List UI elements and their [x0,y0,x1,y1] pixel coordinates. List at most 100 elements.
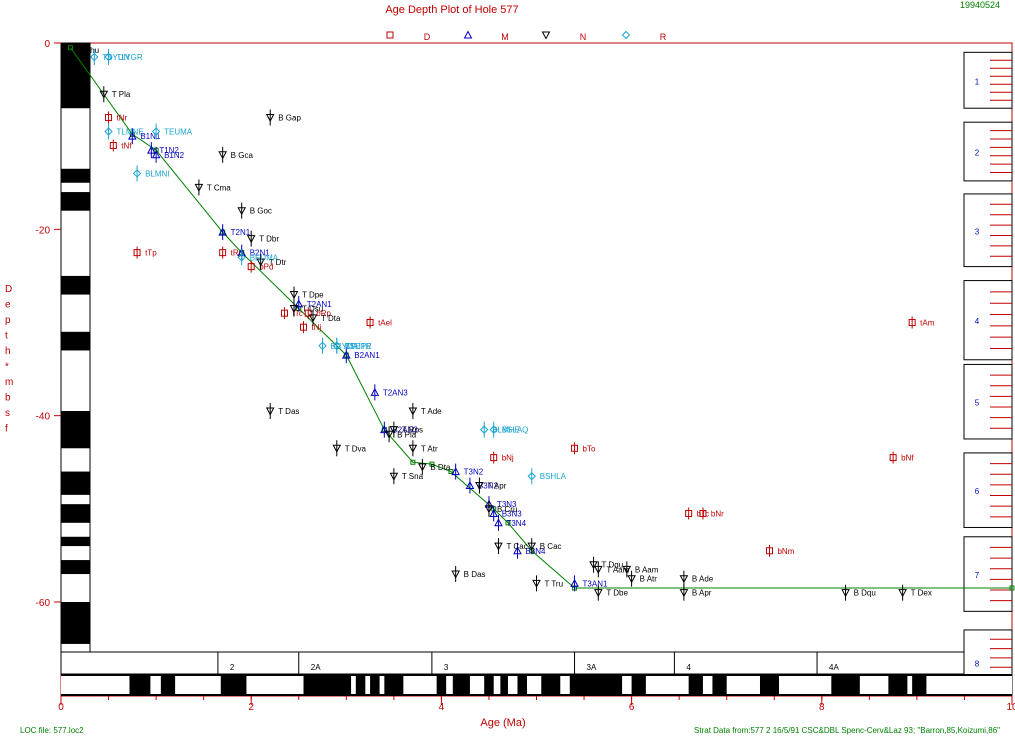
polarity-bar-gap [622,676,632,694]
marker-R [479,425,489,434]
x-tick-label: 0 [58,702,64,713]
y-tick-label: -20 [36,225,51,236]
x-tick-label: 2 [248,702,254,713]
x-tick-label: 10 [1006,702,1015,713]
point-label: tAm [920,319,935,328]
marker-M [341,350,351,359]
marker-R [90,52,99,62]
polarity-bar-gap [526,676,542,694]
point-label: BLMNI [145,169,169,178]
point-label: bNf [901,454,914,463]
marker-M [465,480,475,490]
y-label-char: b [5,393,11,404]
loc-line [70,47,1012,589]
point-label: T Atr [421,444,438,453]
core-label: 3 [975,227,980,236]
polarity-bar-gap [150,676,161,694]
marker-N [622,565,632,574]
marker-N [527,542,537,551]
epoch-label: 3A [587,663,597,672]
core-label: 4 [975,317,980,326]
point-label: B2N1 [250,249,271,258]
point-label: bTo [583,444,596,453]
marker-N [408,444,418,453]
point-label: TSYUN [102,53,129,62]
marker-M [151,150,161,159]
legend-marker-N [541,31,551,40]
polarity-bar-gap [726,676,760,694]
point-label: T Dsu [302,305,323,314]
point-label: B Dqu [854,589,876,598]
marker-N [384,430,394,439]
magnetic-polarity-bar: 2 2A 3 3A 4 4A [60,651,1012,696]
epoch-label: 4 [686,663,691,672]
marker-R [104,127,113,136]
marker-R [527,472,536,481]
point-label: TLMNE [117,128,144,137]
point-label: BTHTR [345,342,372,351]
polarity-block [61,536,90,547]
marker-R [151,127,161,136]
loc-file-label: LOC file: 577.loc2 [20,726,84,735]
marker-M [127,131,137,140]
marker-N [218,151,228,160]
point-label: BLMHE [492,426,520,435]
polarity-bar-gap [351,676,356,694]
point-label: B Gca [231,151,254,160]
marker-M [570,578,579,587]
point-label: T3N2 [464,468,484,477]
marker-N [237,207,247,216]
marker-D [247,263,255,271]
point-label: bNj [502,454,514,463]
point-label: B Goc [250,207,272,216]
loc-node [410,459,416,465]
marker-N [256,258,266,267]
marker-N [194,183,204,192]
marker-M [218,227,228,236]
point-label: B1N1 [140,132,161,141]
marker-R [318,341,327,350]
polarity-bar-gap [907,676,913,694]
point-label: bNr [711,509,724,518]
marker-N [289,291,299,300]
point-label: BSHLA [540,472,567,481]
strat-data-label: Strat Data from:577 2 16/5/91 CSC&DBL Sp… [694,726,1000,735]
marker-N [289,305,299,314]
point-label: B2AN1 [354,351,380,360]
point-label: tNf [121,141,132,150]
polarity-bar-gap [175,676,221,694]
marker-N [99,90,109,99]
y-label-char: * [5,362,9,373]
polarity-bar-gap [493,676,501,694]
marker-D [300,323,308,331]
core-box [963,452,1013,528]
marker-N [475,482,484,491]
core-box [963,121,1013,182]
y-label-char: h [5,346,11,357]
x-tick-label: 8 [819,702,825,713]
point-label: B Cac [540,542,562,551]
core-label: 2 [975,149,980,158]
point-label: tNj [312,323,322,332]
marker-D [304,309,312,317]
marker-N [451,570,461,579]
marker-N [494,542,503,551]
polarity-bar-gap [246,676,304,694]
point-label: BSLAQ [502,426,529,435]
loc-node [429,461,435,467]
point-label: tTc [292,309,302,318]
core-column: 1 2 3 4 5 6 7 8 [963,51,1013,696]
point-label: B3N2 [478,482,499,491]
loc-node [505,520,511,526]
point-label: bRp [316,309,331,318]
point-label: B3N3 [502,509,523,518]
chart-title: Age Depth Plot of Hole 577 [385,4,518,16]
point-label: T Tru [545,579,564,588]
marker-N [627,575,636,584]
point-label: T2AN3 [383,388,408,397]
polarity-bar-gap [61,676,130,694]
legend-label-M: M [501,32,509,42]
marker-D [219,249,227,257]
corner-label: A. Ehu [75,46,99,55]
